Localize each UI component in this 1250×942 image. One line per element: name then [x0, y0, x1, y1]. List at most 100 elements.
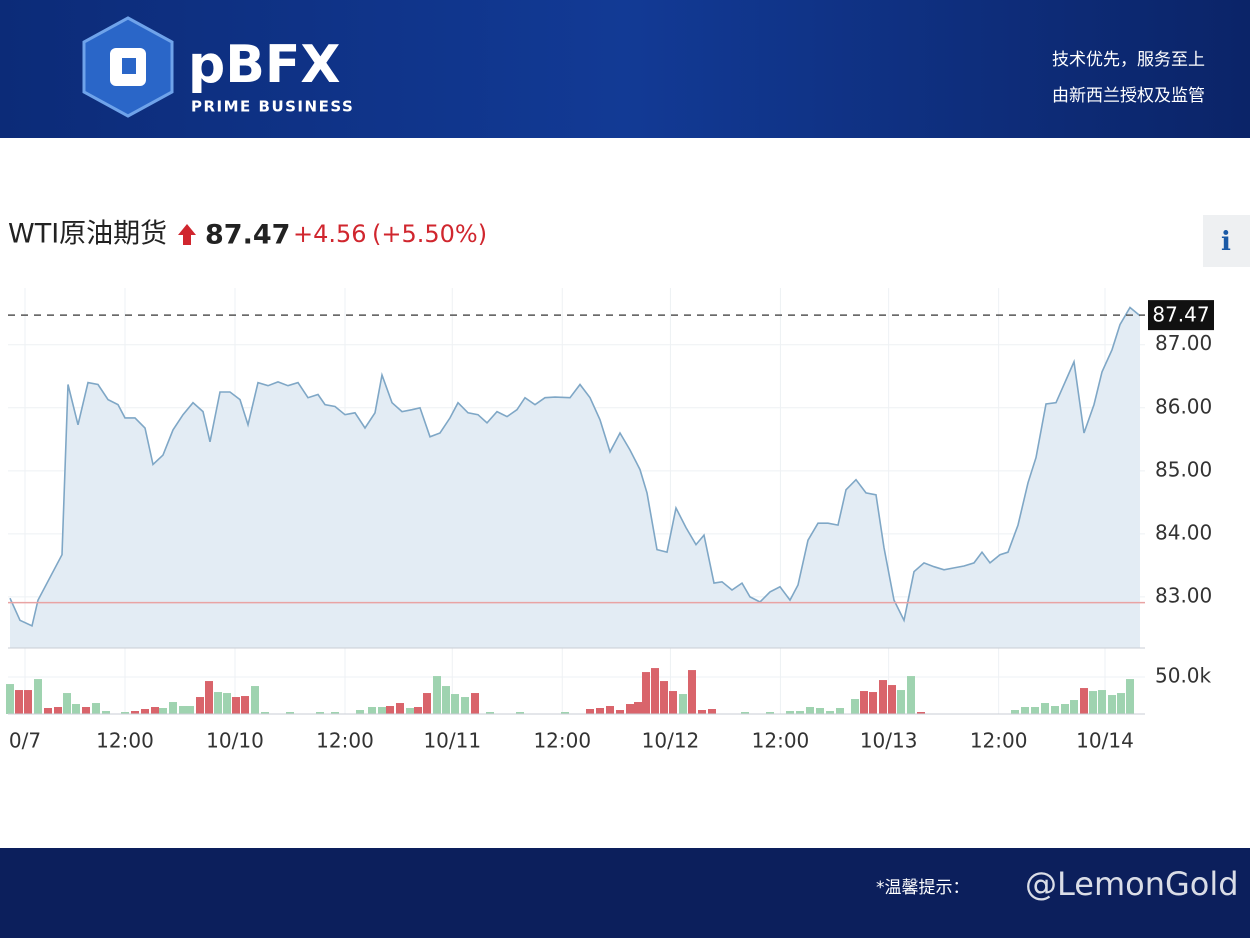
volume-bar	[669, 691, 677, 714]
last-price-label: 87.47	[1152, 303, 1209, 327]
volume-bar	[461, 697, 469, 714]
volume-bar	[1011, 710, 1019, 714]
volume-bar	[869, 692, 877, 714]
volume-bar	[286, 712, 294, 714]
volume-bar	[642, 672, 650, 714]
volume-bar	[331, 712, 339, 714]
volume-bar	[261, 712, 269, 714]
volume-bar	[423, 693, 431, 714]
volume-bar	[1108, 695, 1116, 714]
volume-bar	[1061, 704, 1069, 714]
volume-bar	[141, 709, 149, 714]
volume-bar	[796, 711, 804, 714]
volume-bar	[606, 706, 614, 714]
change: +4.56	[293, 220, 367, 248]
volume-bar	[102, 711, 110, 714]
volume-bar	[186, 706, 194, 714]
volume-bar	[414, 707, 422, 714]
x-tick-label: 12:00	[96, 729, 154, 753]
volume-bar	[433, 676, 441, 714]
volume-bar	[15, 690, 23, 714]
slogan: 技术优先，服务至上	[1052, 50, 1205, 70]
volume-bar	[179, 706, 187, 714]
volume-bar	[698, 710, 706, 714]
volume-bar	[6, 684, 14, 714]
price-line	[9, 306, 1141, 628]
up-arrow	[178, 224, 196, 245]
volume-bar	[1031, 707, 1039, 714]
volume-bar	[917, 712, 925, 714]
x-tick-label: 12:00	[533, 729, 591, 753]
volume-bar	[196, 697, 204, 714]
volume-bar	[121, 712, 129, 714]
volume-bar	[386, 706, 394, 714]
volume-bar	[786, 711, 794, 714]
volume-bar	[131, 711, 139, 714]
volume-bar	[1041, 703, 1049, 714]
x-tick-label: 12:00	[970, 729, 1028, 753]
volume-bar	[316, 712, 324, 714]
volume-bar	[1117, 693, 1125, 714]
volume-bar	[1080, 688, 1088, 714]
volume-bar	[223, 693, 231, 714]
volume-bar	[806, 707, 814, 714]
change-percent: (+5.50%)	[372, 220, 487, 248]
volume-bar	[63, 693, 71, 714]
y-tick-label: 50.0k	[1155, 664, 1212, 688]
volume-bar	[241, 696, 249, 714]
volume-bar	[442, 686, 450, 714]
y-tick-label: 84.00	[1155, 520, 1212, 544]
volume-bar	[486, 712, 494, 714]
volume-bar	[24, 690, 32, 714]
chart-title: WTI原油期货	[8, 219, 167, 250]
volume-bar	[44, 708, 52, 714]
header-bar	[0, 0, 1250, 138]
info-button[interactable]	[1203, 215, 1250, 267]
volume-bar	[82, 707, 90, 714]
volume-bar	[826, 711, 834, 714]
y-tick-label: 83.00	[1155, 583, 1212, 607]
volume-bar	[169, 702, 177, 714]
volume-bar	[1070, 700, 1078, 714]
footer-bar	[0, 848, 1250, 938]
volume-bar	[1126, 679, 1134, 714]
volume-bar	[232, 697, 240, 714]
x-tick-label: 10/11	[423, 729, 481, 753]
logo-text: pBFX	[188, 35, 340, 95]
last-price-box	[1148, 300, 1214, 331]
volume-bar	[616, 710, 624, 714]
slogan: 由新西兰授权及监管	[1052, 86, 1205, 106]
volume-bar	[1021, 707, 1029, 714]
volume-bar	[860, 691, 868, 714]
volume-bar	[205, 681, 213, 714]
footer-notice: *温馨提示：	[876, 878, 970, 898]
volume-bar	[679, 694, 687, 714]
volume-bar	[836, 708, 844, 714]
volume-bar	[1089, 691, 1097, 714]
volume-bar	[1098, 690, 1106, 714]
volume-bar	[888, 685, 896, 714]
x-tick-label: 10/13	[860, 729, 918, 753]
volume-bar	[561, 712, 569, 714]
info-icon[interactable]: i	[1221, 227, 1231, 257]
volume-bar	[897, 690, 905, 714]
volume-bar	[406, 708, 414, 714]
x-tick-label: 10/10	[206, 729, 264, 753]
volume-bar	[451, 694, 459, 714]
volume-bar	[851, 699, 859, 714]
volume-bar	[596, 708, 604, 714]
volume-bar	[766, 712, 774, 714]
volume-bar	[54, 707, 62, 714]
x-tick-label: 0/7	[9, 729, 41, 753]
volume-bar	[688, 670, 696, 714]
volume-bar	[586, 709, 594, 714]
y-tick-label: 86.00	[1155, 394, 1212, 418]
volume-bar	[471, 693, 479, 714]
volume-bar	[660, 681, 668, 714]
y-tick-label: 87.00	[1155, 331, 1212, 355]
volume-bar	[816, 708, 824, 714]
x-tick-label: 10/12	[642, 729, 700, 753]
x-tick-label: 10/14	[1076, 729, 1134, 753]
last-price: 87.47	[205, 220, 290, 251]
